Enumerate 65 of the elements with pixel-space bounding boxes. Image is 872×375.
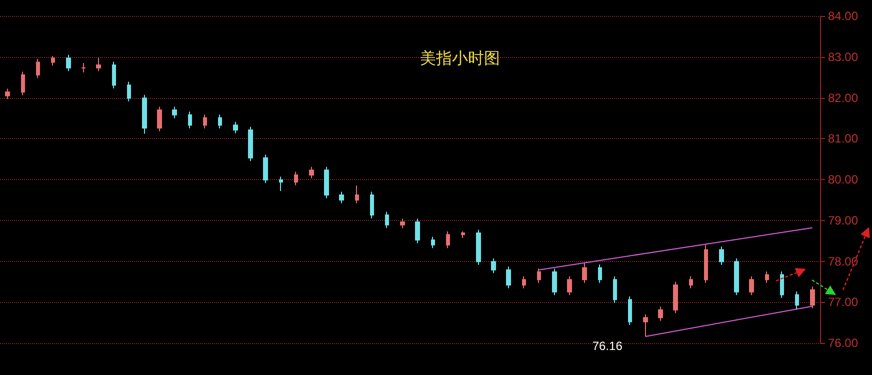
candlestick [598,264,602,284]
candlestick [233,121,238,134]
candlestick [339,191,344,204]
candlestick [658,306,663,322]
candlestick [355,185,359,204]
candlestick [324,166,329,199]
candlestick [370,191,374,219]
y-tick-label: 84.00 [828,9,858,23]
candlestick [142,94,147,134]
candlestick [522,276,526,289]
candlestick [172,106,177,119]
candlestick [66,54,71,72]
candlestick [628,296,632,326]
candlestick [51,56,55,66]
candlestick [294,171,298,186]
y-tick-label: 82.00 [828,90,858,105]
candlestick [795,291,799,310]
y-tick-label: 81.00 [828,132,858,146]
candlestick [810,286,815,309]
candlestick [400,218,405,229]
candlestick [263,154,268,184]
candlestick [780,270,784,299]
candlestick [203,114,207,129]
candlestick [749,276,754,296]
candlestick [446,230,450,249]
candlestick [582,262,587,284]
y-tick-label: 77.00 [828,295,858,310]
candlestick [552,268,557,296]
text: 美指小时图 [420,48,500,68]
candlestick [385,211,389,229]
candlestick [36,58,40,79]
candlestick [719,246,724,266]
y-tick-label: 79.00 [828,213,858,228]
candlestick [96,57,101,72]
candlestick [476,229,481,266]
candlestick [127,81,131,102]
candlestick [248,126,253,162]
y-tick-label: 78.00 [828,254,858,268]
candlestick [537,268,541,284]
y-tick-label: 83.00 [828,50,858,64]
candlestick [765,270,769,284]
candlestick [613,276,617,304]
candlestick [309,166,314,179]
candlestick [157,106,162,132]
candlestick [491,258,496,274]
candlestick [112,61,116,89]
candlestick [81,62,86,73]
candlestick [21,71,25,96]
candlestick [689,276,693,289]
candlestick [431,236,435,249]
candlestick [643,314,648,337]
candlestick [704,244,708,284]
candlestick [567,276,572,296]
y-tick-label: 76.00 [828,336,858,350]
y-tick-label: 80.00 [828,172,858,186]
candlestick [415,218,420,244]
candlestick [188,111,192,129]
candlestick [673,281,678,314]
candlestick [734,258,739,296]
annotation: 76.16 [592,338,623,353]
candlestick [506,266,511,289]
candlestick [5,88,10,100]
candlestick [461,230,465,238]
candlestick [218,114,222,129]
candlestick [279,176,283,192]
